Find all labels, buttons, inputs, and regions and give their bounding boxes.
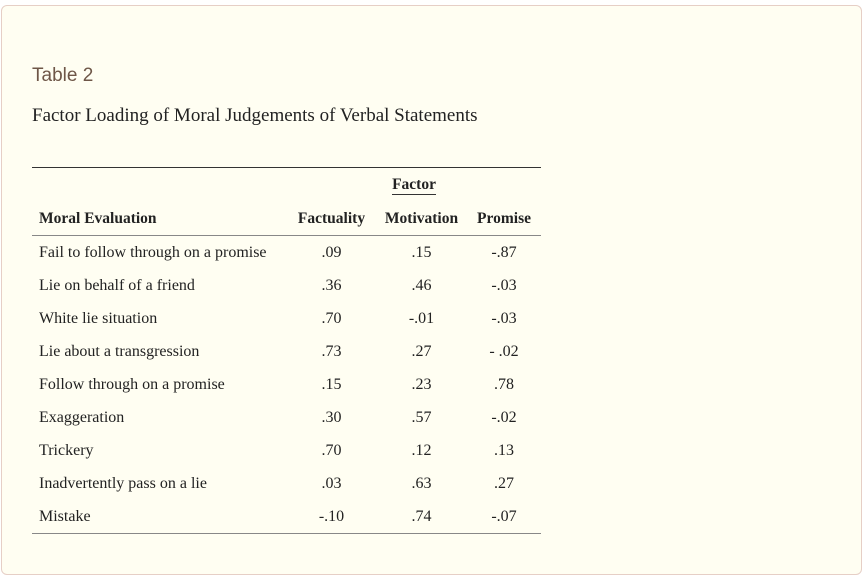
table-row: Lie on behalf of a friend .36 .46 -.03 xyxy=(32,269,541,302)
table: Factor Moral Evaluation Factuality Motivat… xyxy=(32,167,542,534)
column-header: Factuality xyxy=(287,202,376,236)
table-card: Table 2 Factor Loading of Moral Judgemen… xyxy=(1,5,862,575)
row-label: Mistake xyxy=(32,500,287,534)
column-header-row: Moral Evaluation Factuality Motivation Prom… xyxy=(32,202,542,236)
row-label: Fail to follow through on a promise xyxy=(39,243,267,261)
empty-cell xyxy=(32,168,287,203)
loading-cell: .70 xyxy=(321,309,342,327)
loading-cell: .27 xyxy=(411,342,432,360)
loading-cell: .13 xyxy=(494,441,514,459)
row-label: White lie situation xyxy=(39,309,158,327)
table-row: Lie about a transgression .73 .27 - .02 xyxy=(32,335,541,368)
loading-cell: .74 xyxy=(376,500,467,534)
table-row: Fail to follow through on a promise .09 .1… xyxy=(32,236,541,270)
group-header: Factor xyxy=(287,168,541,203)
loading-cell: .03 xyxy=(321,474,342,492)
loading-cell: .27 xyxy=(494,474,514,492)
loading-cell: -.02 xyxy=(491,408,517,426)
loading-cell: -.10 xyxy=(287,500,376,534)
group-header-text: Factor xyxy=(392,176,436,195)
loading-cell: .15 xyxy=(321,375,342,393)
row-label: Lie about a transgression xyxy=(39,342,200,360)
table-body: Fail to follow through on a promise .09 .1… xyxy=(32,236,542,534)
table-row: Inadvertently pass on a lie .03 .63 .27 xyxy=(32,467,541,500)
row-label: Follow through on a promise xyxy=(39,375,225,393)
table-row: Follow through on a promise .15 .23 .78 xyxy=(32,368,541,401)
loading-cell: .15 xyxy=(411,243,432,261)
loading-cell: .12 xyxy=(411,441,432,459)
row-label: Inadvertently pass on a lie xyxy=(39,474,207,492)
table-row: Mistake -.10.74 -.07 xyxy=(32,500,542,534)
loading-cell: .09 xyxy=(321,243,342,261)
loading-cell: -.07 xyxy=(467,500,542,534)
table-row: White lie situation .70 -.01 -.03 xyxy=(32,302,541,335)
loading-cell: -.03 xyxy=(491,309,517,327)
loading-cell: -.01 xyxy=(408,309,435,327)
table-label: Table 2 xyxy=(32,65,94,86)
table-title: Factor Loading of Moral Judgements of Ve… xyxy=(32,105,478,126)
column-header: Motivation xyxy=(376,202,467,236)
loading-cell: .78 xyxy=(494,375,514,393)
loading-cell: .36 xyxy=(321,276,342,294)
row-label: Lie on behalf of a friend xyxy=(39,276,195,294)
loading-cell: .23 xyxy=(411,375,432,393)
loading-cell: .63 xyxy=(411,474,432,492)
loading-cell: .70 xyxy=(321,441,342,459)
row-label: Exaggeration xyxy=(39,408,125,426)
loading-cell: .57 xyxy=(411,408,432,426)
loading-cell: -.03 xyxy=(491,276,517,294)
group-header-row: Factor xyxy=(32,167,542,203)
table-row: Exaggeration .30 .57 -.02 xyxy=(32,401,541,434)
loading-cell: .46 xyxy=(411,276,432,294)
table-head: Factor Moral Evaluation Factuality Motivat… xyxy=(32,167,542,236)
column-header: Moral Evaluation xyxy=(32,202,287,236)
table-row: Trickery .70 .12 .13 xyxy=(32,434,541,467)
column-header: Promise xyxy=(467,202,542,236)
row-label: Trickery xyxy=(39,441,94,459)
loading-cell: .30 xyxy=(321,408,342,426)
loading-cell: - .02 xyxy=(489,342,519,360)
loading-cell: .73 xyxy=(321,342,342,360)
loading-cell: -.87 xyxy=(491,243,517,261)
